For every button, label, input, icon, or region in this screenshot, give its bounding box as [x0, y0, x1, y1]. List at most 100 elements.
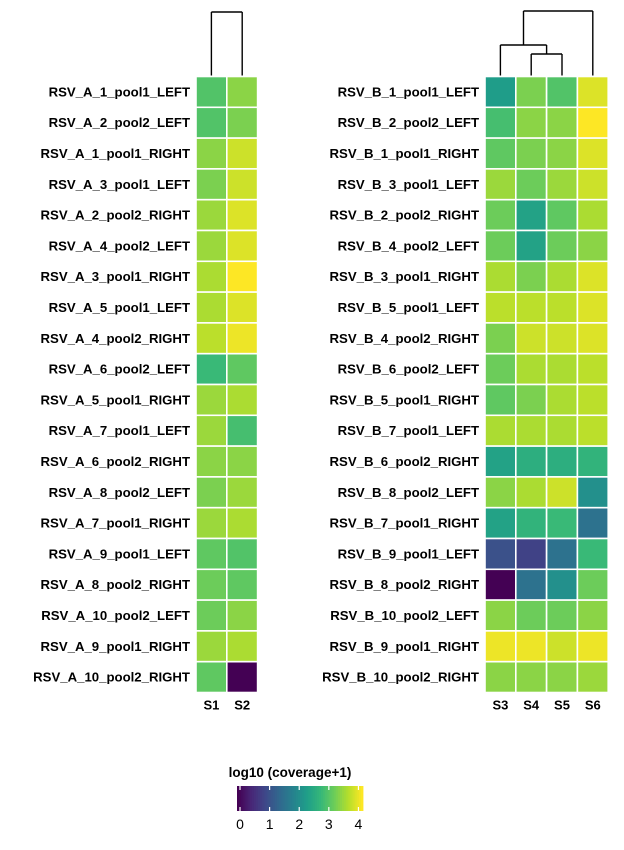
colorbar-segment — [247, 786, 250, 811]
heatmap-cell — [576, 168, 610, 201]
colorbar-segment — [337, 786, 341, 811]
heatmap-cell — [195, 537, 228, 571]
heatmap-cell — [576, 75, 610, 109]
row-label: RSV_A_8_pool2_LEFT — [49, 485, 190, 500]
heatmap-cell — [545, 599, 579, 632]
legend-tick-label: 0 — [236, 816, 244, 832]
row-label: RSV_A_10_pool2_LEFT — [41, 608, 190, 623]
heatmap-cell — [545, 630, 579, 663]
legend-tick-label: 4 — [355, 816, 363, 832]
colorbar-segment — [325, 786, 328, 811]
heatmap-cell — [484, 168, 517, 201]
column-label: S2 — [234, 698, 250, 713]
heatmap-cell — [576, 291, 610, 324]
row-label: RSV_B_8_pool2_LEFT — [338, 485, 479, 500]
row-label: RSV_A_6_pool2_LEFT — [49, 362, 190, 377]
colorbar-segment — [249, 786, 253, 811]
heatmap-cell — [545, 137, 579, 170]
colorbar-segment — [260, 786, 263, 811]
heatmap-cell — [226, 137, 259, 170]
colorbar-segment — [239, 786, 242, 811]
colorbar-segment — [283, 786, 286, 811]
heatmap-cell — [514, 198, 548, 232]
colorbar-segment — [312, 786, 316, 811]
colorbar-segment — [329, 786, 332, 811]
colorbar-segment — [331, 786, 334, 811]
heatmap-cell — [514, 291, 548, 324]
heatmap-cell — [545, 322, 579, 355]
colorbar-segment — [318, 786, 322, 811]
heatmap-cell — [195, 137, 228, 170]
heatmap-cell — [226, 568, 259, 601]
row-label: RSV_B_5_pool1_RIGHT — [330, 392, 480, 407]
colorbar-segment — [270, 786, 274, 811]
heatmap-cell — [514, 414, 548, 447]
colorbar-segment — [348, 786, 351, 811]
colorbar-segment — [245, 786, 248, 811]
row-label: RSV_A_9_pool1_RIGHT — [41, 639, 191, 654]
legend-colorbar — [237, 786, 364, 811]
heatmap-cell — [226, 260, 259, 293]
heatmap-cell — [545, 168, 579, 201]
heatmap-cell — [514, 383, 548, 417]
legend-ticks: 0 1 2 3 4 — [236, 786, 363, 832]
row-label: RSV_B_6_pool2_LEFT — [338, 362, 479, 377]
colorbar-segment — [268, 786, 271, 811]
heatmap-cell — [226, 352, 259, 386]
heatmap-cell — [514, 260, 548, 293]
heatmap-cell — [514, 445, 548, 478]
row-label: RSV_A_3_pool1_LEFT — [49, 177, 190, 192]
heatmap-cell — [195, 660, 228, 694]
heatmap-cell — [576, 198, 610, 232]
heatmap-cell — [484, 414, 517, 447]
heatmap-cell — [484, 75, 517, 109]
colorbar-segment — [272, 786, 276, 811]
heatmap-cell — [195, 383, 228, 417]
row-label: RSV_B_3_pool1_LEFT — [338, 177, 479, 192]
row-label: RSV_B_8_pool2_RIGHT — [330, 577, 480, 592]
heatmap-cell — [195, 599, 228, 632]
heatmap-cell — [484, 322, 517, 355]
heatmap-cell — [226, 106, 259, 139]
row-label: RSV_B_9_pool1_LEFT — [338, 546, 479, 561]
column-label: S3 — [492, 698, 508, 713]
heatmap-cell — [226, 506, 259, 540]
heatmap-cell — [484, 445, 517, 478]
row-label: RSV_B_5_pool1_LEFT — [338, 300, 479, 315]
row-label: RSV_B_4_pool2_RIGHT — [330, 331, 480, 346]
heatmap-cell — [514, 229, 548, 263]
heatmap-cell — [484, 537, 517, 571]
colorbar-segment — [281, 786, 284, 811]
colorbar-segment — [342, 786, 345, 811]
heatmap-cell — [576, 660, 610, 694]
heatmap-cell — [576, 445, 610, 478]
heatmap-cell — [514, 476, 548, 509]
heatmap-a: RSV_A_1_pool1_LEFT RSV_A_2_pool2_LEFT RSV_… — [33, 75, 259, 713]
heatmap-cell — [226, 599, 259, 632]
heatmap-cell — [545, 568, 579, 601]
heatmap-b: RSV_B_1_pool1_LEFT RSV_B_2_pool2_LEFT RSV_… — [322, 75, 610, 713]
heatmap-cell — [514, 106, 548, 139]
heatmap-cell — [545, 537, 579, 571]
heatmap-cell — [514, 168, 548, 201]
row-label: RSV_A_1_pool1_LEFT — [49, 84, 190, 99]
colorbar-segment — [316, 786, 320, 811]
heatmap-cell — [514, 322, 548, 355]
heatmap-cell — [576, 106, 610, 139]
heatmap-cell — [226, 383, 259, 417]
colorbar-segment — [335, 786, 339, 811]
column-dendrogram-b — [499, 10, 594, 76]
colorbar-segment — [237, 786, 240, 811]
row-label: RSV_B_1_pool1_RIGHT — [330, 146, 480, 161]
row-label: RSV_A_5_pool1_RIGHT — [41, 392, 191, 407]
colorbar-segment — [266, 786, 269, 811]
heatmap-cell — [226, 198, 259, 232]
heatmap-cell — [514, 630, 548, 663]
legend-tick-label: 2 — [295, 816, 303, 832]
legend-tick-label: 1 — [266, 816, 274, 832]
heatmap-cell — [484, 568, 517, 601]
heatmap-cell — [195, 198, 228, 232]
legend-title: log10 (coverage+1) — [229, 765, 352, 780]
colorbar-segment — [339, 786, 343, 811]
column-label: S6 — [585, 698, 601, 713]
